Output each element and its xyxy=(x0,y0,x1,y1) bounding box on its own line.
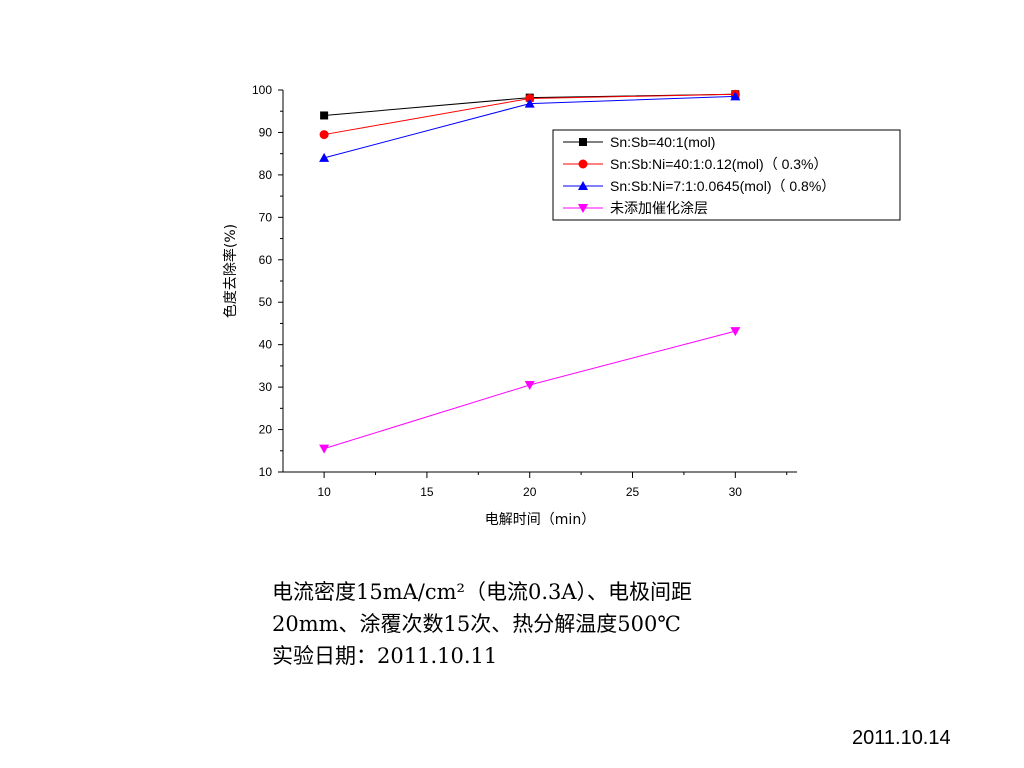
y-tick-label: 80 xyxy=(259,168,273,182)
legend-marker xyxy=(579,138,587,146)
series-4-point xyxy=(730,327,741,337)
series-2-point xyxy=(525,93,535,103)
y-tick-label: 20 xyxy=(259,423,273,437)
x-tick-label: 30 xyxy=(729,485,743,499)
caption-line-1: 电流密度15mA/cm²（电流0.3A）、电极间距 xyxy=(272,580,693,604)
series-3-point xyxy=(524,98,535,108)
y-tick-label: 10 xyxy=(259,465,273,479)
experiment-caption: 电流密度15mA/cm²（电流0.3A）、电极间距 20mm、涂覆次数15次、热… xyxy=(272,576,692,672)
legend-label: 未添加催化涂层 xyxy=(610,200,708,216)
legend-label: Sn:Sb:Ni=7:1:0.0645(mol)（ 0.8%） xyxy=(610,178,835,194)
legend-label: Sn:Sb:Ni=40:1:0.12(mol)（ 0.3%） xyxy=(610,156,828,172)
legend-marker xyxy=(578,181,588,190)
slide-date: 2011.10.14 xyxy=(852,727,951,749)
y-tick-label: 50 xyxy=(259,295,273,309)
y-axis-label: 色度去除率(%) xyxy=(222,224,239,318)
caption-line-2: 20mm、涂覆次数15次、热分解温度500℃ xyxy=(272,612,681,636)
x-tick-label: 15 xyxy=(420,485,434,499)
x-tick-label: 10 xyxy=(317,485,331,499)
y-tick-label: 30 xyxy=(259,380,273,394)
legend-marker xyxy=(578,159,588,169)
y-tick-label: 70 xyxy=(259,210,273,224)
y-tick-label: 40 xyxy=(259,338,273,352)
x-tick-label: 25 xyxy=(626,485,640,499)
series-1-point xyxy=(320,111,329,120)
series-2-point xyxy=(319,130,329,140)
legend-marker xyxy=(578,204,588,213)
series-4-point xyxy=(319,444,330,454)
x-tick-label: 20 xyxy=(523,485,537,499)
series-3-point xyxy=(319,152,330,162)
x-axis-label: 电解时间（min） xyxy=(485,512,595,528)
legend-label: Sn:Sb=40:1(mol) xyxy=(610,134,715,150)
line-chart: 10 20 30 40 50 60 70 80 90 100 10 15 20 25 30 电解时间（min）… xyxy=(222,83,901,528)
y-tick-label: 100 xyxy=(252,83,272,97)
legend-box xyxy=(552,129,901,221)
caption-line-3: 实验日期：2011.10.11 xyxy=(272,644,498,668)
series-4-point xyxy=(524,380,535,390)
y-tick-label: 60 xyxy=(259,253,273,267)
series-3-point xyxy=(730,91,741,101)
y-tick-label: 90 xyxy=(259,125,273,139)
